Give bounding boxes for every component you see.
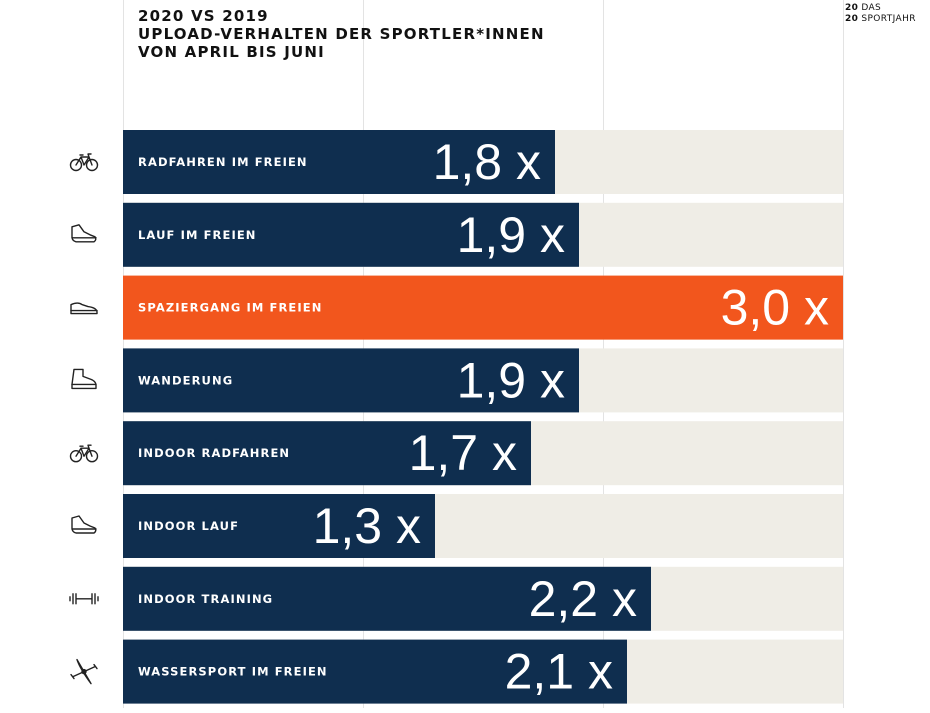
category-label: LAUF IM FREIEN (138, 228, 257, 242)
value-label: 1,9 x (457, 352, 565, 408)
wheel-shape (69, 158, 83, 172)
brand-logo-number: 20 (845, 14, 859, 24)
value-label: 1,7 x (409, 425, 517, 481)
bar (123, 202, 579, 267)
category-label: INDOOR TRAINING (138, 592, 273, 606)
bar-row: RADFAHREN IM FREIEN 1,8 x (69, 130, 843, 194)
dumbbell-icon (69, 593, 99, 605)
value-label: 1,9 x (457, 207, 565, 263)
bar (123, 639, 627, 704)
category-label: INDOOR LAUF (138, 519, 239, 533)
bar (123, 421, 531, 486)
shoe-shape (70, 302, 98, 315)
shoe-shape (71, 515, 97, 534)
bar-row: LAUF IM FREIEN 1,9 x (71, 202, 843, 267)
bar-row: SPAZIERGANG IM FREIEN 3,0 x (70, 275, 843, 340)
sneaker-icon (70, 302, 98, 315)
brand-logo-text: DAS (861, 3, 882, 13)
category-label: RADFAHREN IM FREIEN (138, 155, 308, 169)
bar-row: INDOOR TRAINING 2,2 x (69, 566, 843, 631)
bar-row: INDOOR RADFAHREN 1,7 x (69, 421, 843, 486)
brand-logo-number: 20 (845, 3, 859, 13)
running-shoe-icon (71, 515, 97, 534)
category-label: SPAZIERGANG IM FREIEN (138, 301, 322, 315)
category-label: INDOOR RADFAHREN (138, 446, 290, 460)
chart-title-line-3: VON APRIL BIS JUNI (138, 43, 325, 61)
boot-shape (71, 368, 97, 390)
bar (123, 275, 843, 340)
bar-row: WANDERUNG 1,9 x (71, 348, 843, 413)
shoe-shape (71, 224, 97, 243)
bar (123, 130, 555, 194)
kayak-icon (70, 658, 98, 685)
value-label: 3,0 x (721, 280, 829, 336)
wheel-shape (69, 450, 83, 463)
brand-logo-line-1: 20 DAS (845, 3, 881, 13)
value-label: 2,2 x (529, 571, 637, 627)
chart-title-line-2: UPLOAD-VERHALTEN DER SPORTLER*INNEN (138, 25, 545, 43)
value-label: 1,3 x (313, 498, 421, 554)
brand-logo-line-2: 20 SPORTJAHR (845, 14, 916, 24)
bar-row: INDOOR LAUF 1,3 x (71, 494, 843, 558)
paddler-shape (81, 668, 87, 675)
bar (123, 494, 435, 558)
bar (123, 566, 651, 631)
bicycle-icon (69, 153, 99, 172)
category-label: WASSERSPORT IM FREIEN (138, 665, 328, 679)
bar (123, 348, 579, 413)
value-label: 2,1 x (505, 644, 613, 700)
bicycle-icon (69, 444, 99, 463)
bar-row: WASSERSPORT IM FREIEN 2,1 x (70, 639, 843, 704)
frame-shape (75, 444, 93, 457)
value-label: 1,8 x (433, 134, 541, 190)
chart-title-line-1: 2020 VS 2019 (138, 7, 269, 25)
dumbbell-shape (69, 593, 99, 605)
brand-logo-text: SPORTJAHR (861, 14, 916, 24)
wheel-shape (85, 450, 99, 463)
hiking-boot-icon (71, 368, 97, 390)
wheel-shape (85, 158, 99, 172)
running-shoe-icon (71, 224, 97, 243)
category-label: WANDERUNG (138, 373, 233, 387)
frame-shape (75, 153, 93, 166)
